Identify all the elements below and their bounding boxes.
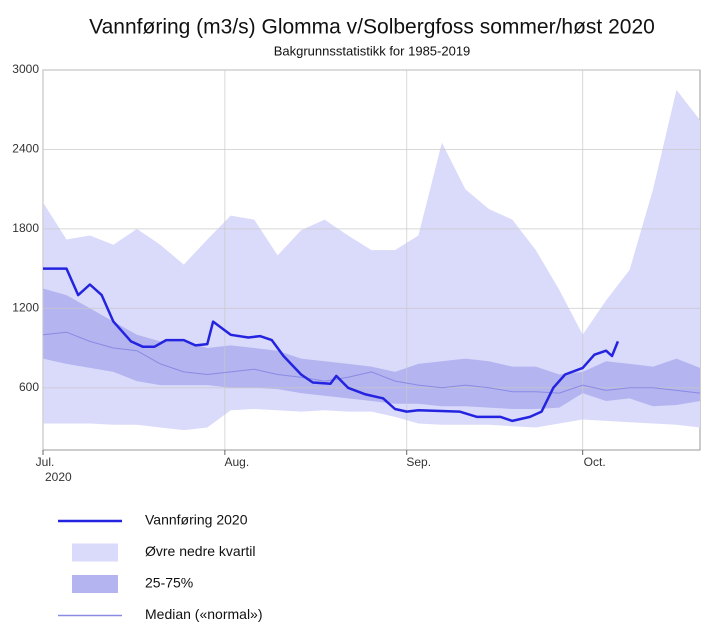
y-tick-label: 3000 (12, 62, 39, 76)
legend-swatch (72, 543, 118, 562)
x-tick-label: Jul. (36, 455, 55, 469)
y-tick-label: 1800 (12, 221, 39, 235)
x-tick-label: Aug. (225, 455, 250, 469)
y-tick-label: 1200 (12, 300, 39, 314)
y-tick-label: 600 (19, 380, 39, 394)
y-tick-label: 2400 (12, 142, 39, 156)
chart-subtitle: Bakgrunnsstatistikk for 1985-2019 (274, 43, 471, 58)
legend-label: Median («normal») (145, 606, 263, 622)
legend-label: Vannføring 2020 (145, 512, 248, 528)
x-tick-label: Sep. (406, 455, 431, 469)
data-line (43, 267, 620, 423)
legend: Vannføring 2020 Øvre nedre kvartil 25-75% M… (58, 512, 263, 622)
band-area (43, 288, 700, 409)
data-line (42, 331, 701, 394)
legend-swatch (72, 575, 118, 593)
x-year-label: 2020 (45, 470, 72, 484)
chart-title: Vannføring (m3/s) Glomma v/Solbergfoss s… (89, 16, 655, 39)
plot-area (42, 69, 701, 455)
legend-label: Øvre nedre kvartil (145, 543, 255, 559)
legend-label: 25-75% (145, 575, 193, 591)
x-tick-label: Oct. (584, 455, 606, 469)
